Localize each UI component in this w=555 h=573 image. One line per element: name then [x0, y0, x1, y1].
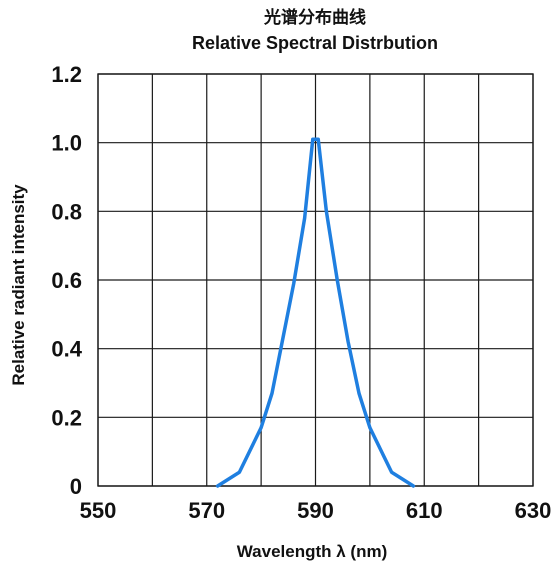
- series-line-0: [215, 137, 416, 488]
- plot-frame: [97, 73, 534, 487]
- y-axis-label: Relative radiant intensity: [9, 184, 28, 386]
- series-layer: [215, 137, 416, 488]
- x-axis-label: Wavelength λ (nm): [237, 542, 388, 561]
- x-tick-label-2: 590: [297, 498, 334, 523]
- y-tick-label-5: 1.0: [51, 131, 82, 156]
- x-tick-label-4: 630: [515, 498, 552, 523]
- y-tick-labels: 0 0.2 0.4 0.6 0.8 1.0 1.2: [51, 62, 82, 499]
- chart-subtitle: Relative Spectral Distrbution: [192, 33, 438, 53]
- y-tick-label-6: 1.2: [51, 62, 82, 87]
- chart-title: 光谱分布曲线: [263, 7, 366, 27]
- y-tick-label-3: 0.6: [51, 268, 82, 293]
- y-tick-label-4: 0.8: [51, 199, 82, 224]
- y-tick-label-0: 0: [70, 474, 82, 499]
- x-tick-label-0: 550: [80, 498, 117, 523]
- x-tick-label-3: 610: [406, 498, 443, 523]
- grid-layer: [97, 73, 534, 487]
- x-tick-labels: 550 570 590 610 630: [80, 498, 552, 523]
- y-tick-label-2: 0.4: [51, 337, 82, 362]
- y-tick-label-1: 0.2: [51, 405, 82, 430]
- x-tick-label-1: 570: [188, 498, 225, 523]
